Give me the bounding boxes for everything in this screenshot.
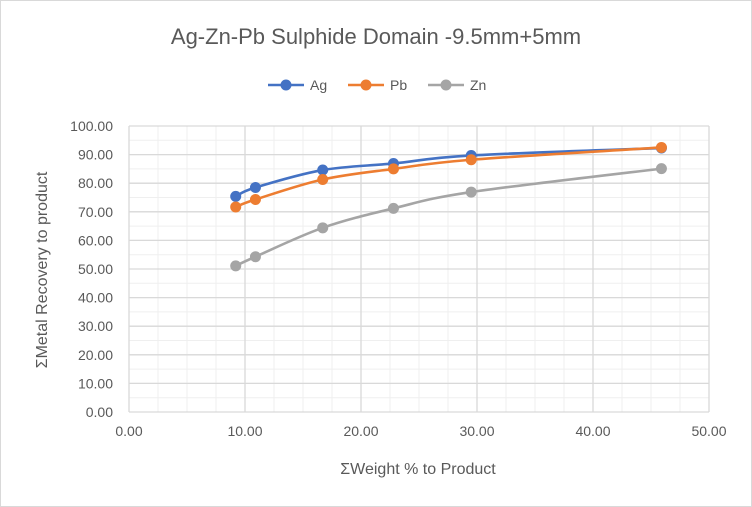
- data-point: [249, 251, 261, 263]
- y-tick-label: 60.00: [78, 232, 113, 248]
- x-tick-label: 30.00: [459, 423, 494, 439]
- legend-marker-zn: [440, 79, 452, 91]
- data-point: [317, 222, 329, 234]
- series-line: [235, 146, 662, 198]
- chart-title: Ag-Zn-Pb Sulphide Domain -9.5mm+5mm: [171, 24, 581, 49]
- data-point: [655, 141, 667, 153]
- data-point: [655, 163, 667, 175]
- y-tick-label: 70.00: [78, 204, 113, 220]
- y-tick-label: 90.00: [78, 147, 113, 163]
- y-tick-label: 40.00: [78, 290, 113, 306]
- data-point: [249, 194, 261, 206]
- x-tick-label: 0.00: [115, 423, 142, 439]
- series-lines: [230, 141, 667, 272]
- legend: Ag Pb Zn: [268, 77, 486, 93]
- x-tick-label: 20.00: [343, 423, 378, 439]
- gridlines: [128, 125, 710, 413]
- legend-marker-pb: [360, 79, 372, 91]
- data-point: [230, 190, 242, 202]
- y-tick-label: 30.00: [78, 318, 113, 334]
- y-tick-label: 10.00: [78, 375, 113, 391]
- data-point: [317, 173, 329, 185]
- legend-marker-ag: [280, 79, 292, 91]
- series-zn: [230, 163, 667, 272]
- legend-label-pb: Pb: [390, 77, 407, 93]
- y-axis-label: ΣMetal Recovery to product: [34, 171, 51, 368]
- legend-label-ag: Ag: [310, 77, 327, 93]
- data-point: [230, 260, 242, 272]
- data-point: [387, 163, 399, 175]
- axis-ticks: 0.00 10.00 20.00 30.00 40.00 50.00 0.00 10.00 20…: [70, 118, 727, 439]
- data-point: [465, 186, 477, 198]
- data-point: [387, 202, 399, 214]
- y-tick-label: 0.00: [86, 404, 113, 420]
- x-tick-label: 40.00: [575, 423, 610, 439]
- x-tick-label: 10.00: [227, 423, 262, 439]
- y-tick-label: 80.00: [78, 175, 113, 191]
- x-tick-label: 50.00: [691, 423, 726, 439]
- legend-label-zn: Zn: [470, 77, 486, 93]
- series-pb: [230, 141, 667, 213]
- data-point: [317, 164, 329, 176]
- y-tick-label: 20.00: [78, 347, 113, 363]
- data-point: [230, 201, 242, 213]
- x-axis-label: ΣWeight % to Product: [340, 461, 496, 478]
- y-tick-label: 100.00: [70, 118, 113, 134]
- data-point: [465, 154, 477, 166]
- y-tick-label: 50.00: [78, 261, 113, 277]
- data-point: [249, 181, 261, 193]
